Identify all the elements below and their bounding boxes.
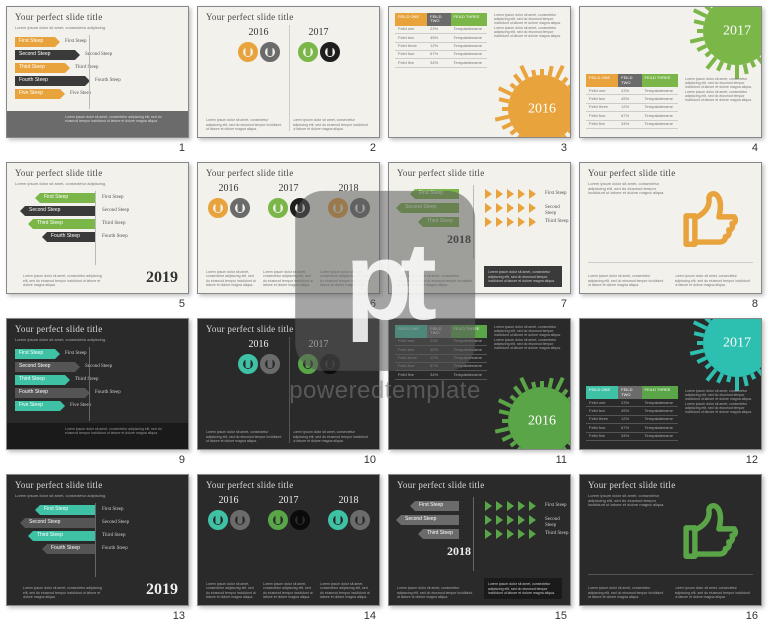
slide-number: 5 — [179, 298, 185, 310]
slide-number: 2 — [370, 142, 376, 154]
slide-7: Your perfect slide titleFirst SteepSecon… — [388, 162, 571, 294]
slide-8: Your perfect slide titleLorem ipsum dolo… — [579, 162, 762, 294]
slide-title: Your perfect slide title — [15, 169, 180, 179]
slide-number: 8 — [752, 298, 758, 310]
slide-16: Your perfect slide titleLorem ipsum dolo… — [579, 474, 762, 606]
slide-1: Your perfect slide titleLorem ipsum dolo… — [6, 6, 189, 138]
slide-11: FEILD ONEFEILD TWOFEILD THREEFeild one23… — [388, 318, 571, 450]
slide-10: Your perfect slide title20162017Lorem ip… — [197, 318, 380, 450]
slide-14: Your perfect slide title201620172018Lore… — [197, 474, 380, 606]
slide-number: 3 — [561, 142, 567, 154]
slide-4: FEILD ONEFEILD TWOFEILD THREEFeild one23… — [579, 6, 762, 138]
slide-title: Your perfect slide title — [15, 325, 180, 335]
slide-number: 13 — [173, 610, 185, 622]
slide-title: Your perfect slide title — [206, 325, 371, 335]
slide-13: Your perfect slide titleLorem ipsum dolo… — [6, 474, 189, 606]
slide-number: 15 — [555, 610, 567, 622]
slide-title: Your perfect slide title — [206, 13, 371, 23]
slide-number: 4 — [752, 142, 758, 154]
slide-number: 14 — [364, 610, 376, 622]
slide-number: 9 — [179, 454, 185, 466]
slide-number: 11 — [556, 454, 567, 466]
slide-number: 7 — [561, 298, 567, 310]
slide-number: 6 — [370, 298, 376, 310]
thumbs-up-icon — [673, 183, 743, 256]
slide-number: 16 — [746, 610, 758, 622]
thumbs-up-icon — [673, 495, 743, 568]
slide-number: 1 — [179, 142, 185, 154]
slide-number: 10 — [364, 454, 376, 466]
slide-5: Your perfect slide titleLorem ipsum dolo… — [6, 162, 189, 294]
slide-6: Your perfect slide title201620172018Lore… — [197, 162, 380, 294]
slide-title: Your perfect slide title — [15, 13, 180, 23]
slide-title: Your perfect slide title — [206, 481, 371, 491]
slide-title: Your perfect slide title — [15, 481, 180, 491]
slide-2: Your perfect slide title20162017Lorem ip… — [197, 6, 380, 138]
slide-12: FEILD ONEFEILD TWOFEILD THREEFeild one23… — [579, 318, 762, 450]
slide-title: Your perfect slide title — [206, 169, 371, 179]
slide-grid: Your perfect slide titleLorem ipsum dolo… — [0, 0, 770, 628]
slide-9: Your perfect slide titleLorem ipsum dolo… — [6, 318, 189, 450]
slide-3: FEILD ONEFEILD TWOFEILD THREEFeild one23… — [388, 6, 571, 138]
slide-15: Your perfect slide titleFirst SteepSecon… — [388, 474, 571, 606]
slide-number: 12 — [746, 454, 758, 466]
